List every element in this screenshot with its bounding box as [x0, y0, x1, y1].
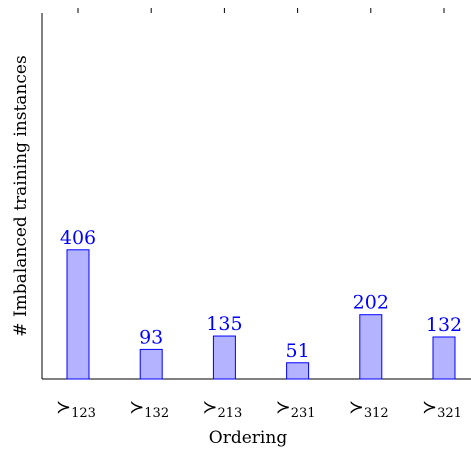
plot-frame: [41, 13, 471, 380]
bar-123: [66, 249, 90, 380]
bar-312: [359, 314, 383, 380]
bars: [66, 249, 456, 380]
data-label-312: 202: [353, 292, 389, 314]
x-axis-ticks: [77, 8, 445, 379]
x-tick-labels: ≻123 ≻132 ≻213 ≻231 ≻312 ≻321: [56, 397, 462, 421]
y-axis-title: # Imbalanced training instances: [11, 55, 31, 336]
data-labels: 406 93 135 51 202 132: [60, 227, 462, 362]
data-label-213: 135: [206, 313, 242, 335]
bar-321: [432, 336, 456, 380]
x-tick-label-132: ≻132: [129, 397, 169, 421]
data-label-132: 93: [139, 326, 163, 348]
bar-231: [286, 362, 310, 380]
x-axis-title: Ordering: [209, 428, 288, 448]
x-tick-label-231: ≻231: [276, 397, 316, 421]
bar-132: [139, 348, 163, 380]
x-tick-label-123: ≻123: [56, 397, 96, 421]
x-tick-label-321: ≻321: [422, 397, 462, 421]
data-label-231: 51: [286, 340, 310, 362]
data-label-321: 132: [426, 314, 462, 336]
x-tick-label-213: ≻213: [202, 397, 242, 421]
x-tick-label-312: ≻312: [349, 397, 389, 421]
bar-213: [212, 335, 236, 380]
data-label-123: 406: [60, 227, 96, 249]
